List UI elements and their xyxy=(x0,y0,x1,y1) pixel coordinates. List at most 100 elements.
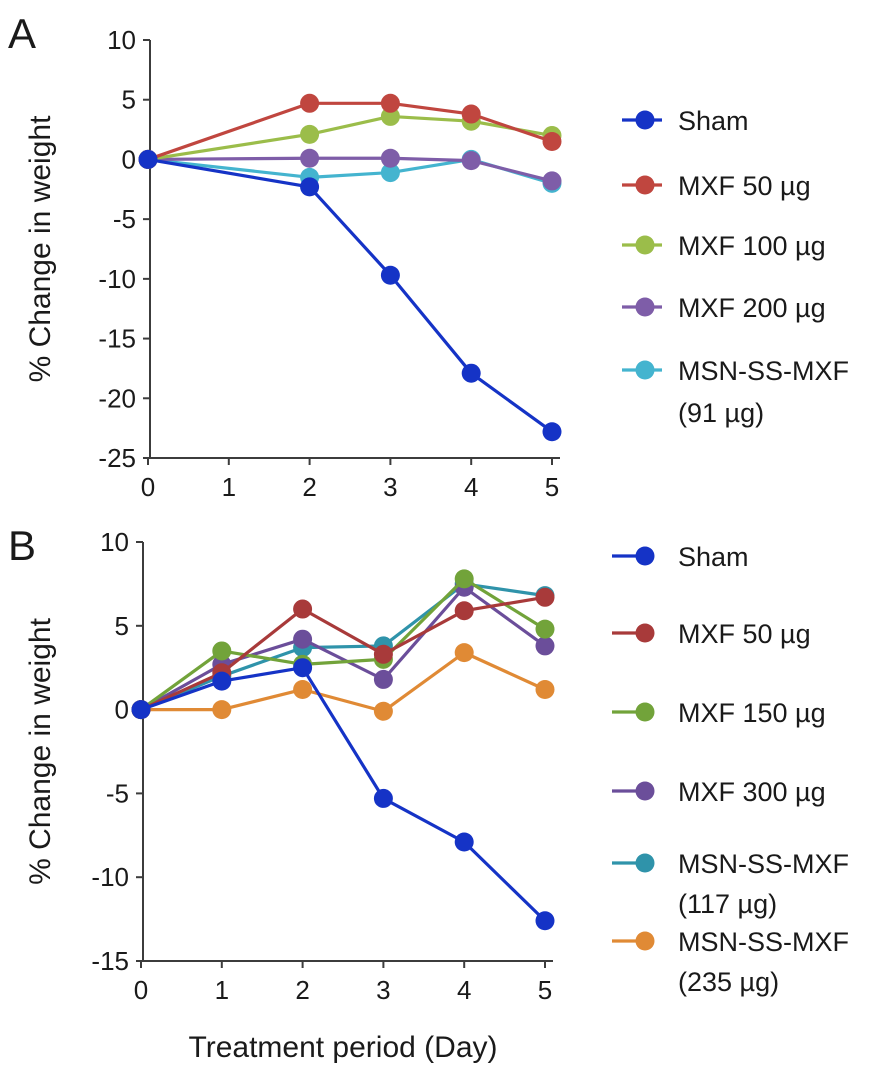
x-tick-label: 3 xyxy=(383,472,397,502)
legend-label: MXF 200 µg xyxy=(678,293,826,323)
y-tick-label: -15 xyxy=(91,946,129,976)
series-mxf-150-g xyxy=(131,569,555,720)
legend-entry-mxf-200-g: MXF 200 µg xyxy=(622,293,826,323)
data-point xyxy=(542,422,562,442)
y-tick-label: -5 xyxy=(113,204,136,234)
legend-marker xyxy=(635,931,655,951)
series-line xyxy=(141,651,546,713)
y-tick-label: 10 xyxy=(107,25,136,55)
y-tick-label: -25 xyxy=(98,443,136,473)
legend-entry-msn-ss-mxf-117-g: MSN-SS-MXF (117 µg) xyxy=(612,849,849,919)
legend-entry-mxf-150-g: MXF 150 µg xyxy=(612,698,826,728)
panel-letter: B xyxy=(8,522,36,569)
data-point xyxy=(535,619,555,639)
legend-label: MSN-SS-MXF xyxy=(678,356,849,386)
legend-label: (117 µg) xyxy=(678,889,777,919)
data-point xyxy=(212,671,232,691)
series-line xyxy=(147,157,553,185)
data-point xyxy=(212,641,232,661)
data-point xyxy=(380,93,400,113)
data-point xyxy=(373,669,393,689)
series-line xyxy=(147,157,553,434)
series-sham xyxy=(131,658,555,931)
y-tick-label: -5 xyxy=(106,778,129,808)
data-point xyxy=(535,679,555,699)
legend-marker xyxy=(635,235,655,255)
y-tick-label: 0 xyxy=(122,144,136,174)
legend-label: (235 µg) xyxy=(678,967,779,997)
series-line xyxy=(140,666,547,922)
legend-label: Sham xyxy=(678,542,749,572)
series-line xyxy=(140,577,546,711)
x-tick-label: 1 xyxy=(222,472,236,502)
x-axis-title: Treatment period (Day) xyxy=(189,1031,498,1064)
x-tick-label: 2 xyxy=(295,975,309,1005)
legend-entry-mxf-100-g: MXF 100 µg xyxy=(622,231,826,261)
x-tick-label: 1 xyxy=(215,975,229,1005)
data-point xyxy=(138,149,158,169)
x-tick-label: 2 xyxy=(302,472,316,502)
y-tick-label: -20 xyxy=(98,383,136,413)
series-sham xyxy=(138,149,562,442)
data-point xyxy=(535,636,555,656)
data-point xyxy=(293,679,313,699)
x-tick-label: 0 xyxy=(134,975,148,1005)
legend-entry-sham: Sham xyxy=(622,106,749,136)
legend-marker xyxy=(635,546,655,566)
legend-entry-mxf-300-g: MXF 300 µg xyxy=(612,777,826,807)
data-point xyxy=(380,106,400,126)
data-point xyxy=(300,177,320,197)
legend-label: MSN-SS-MXF xyxy=(678,927,849,957)
legend-marker xyxy=(635,110,655,130)
data-point xyxy=(373,644,393,664)
legend-label: MSN-SS-MXF xyxy=(678,849,849,879)
data-point xyxy=(461,363,481,383)
data-point xyxy=(293,658,313,678)
x-tick-label: 3 xyxy=(376,975,390,1005)
data-point xyxy=(373,788,393,808)
x-tick-label: 4 xyxy=(457,975,471,1005)
data-point xyxy=(454,601,474,621)
data-point xyxy=(300,148,320,168)
data-point xyxy=(293,599,313,619)
y-tick-label: -10 xyxy=(98,264,136,294)
legend-label: MXF 50 µg xyxy=(678,171,811,201)
legend-entry-msn-ss-mxf-235-g: MSN-SS-MXF (235 µg) xyxy=(612,927,849,997)
y-tick-label: -10 xyxy=(91,862,129,892)
data-point xyxy=(380,265,400,285)
data-point xyxy=(542,132,562,152)
data-point xyxy=(380,163,400,183)
data-point xyxy=(535,911,555,931)
y-axis-title: % Change in weight xyxy=(24,617,57,885)
data-point xyxy=(131,700,151,720)
data-point xyxy=(454,569,474,589)
data-point xyxy=(293,629,313,649)
legend-entry-msn-ss-mxf-91-g: MSN-SS-MXF (91 µg) xyxy=(622,356,849,428)
legend-marker xyxy=(635,297,655,317)
legend-label: (91 µg) xyxy=(678,398,764,428)
data-point xyxy=(454,832,474,852)
x-tick-label: 0 xyxy=(141,472,155,502)
legend-marker xyxy=(635,360,655,380)
y-tick-label: 5 xyxy=(115,611,129,641)
data-point xyxy=(300,124,320,144)
legend-label: MXF 300 µg xyxy=(678,777,826,807)
x-tick-label: 5 xyxy=(545,472,559,502)
series-msn-ss-mxf-235-g xyxy=(131,643,555,721)
legend-marker xyxy=(635,175,655,195)
x-tick-label: 4 xyxy=(464,472,478,502)
series-line xyxy=(140,595,546,712)
y-tick-label: 0 xyxy=(115,695,129,725)
legend-marker xyxy=(635,623,655,643)
legend-label: Sham xyxy=(678,106,749,136)
y-tick-label: -15 xyxy=(98,324,136,354)
legend-marker xyxy=(635,702,655,722)
series-msn-ss-mxf-91-g xyxy=(138,149,562,193)
data-point xyxy=(461,151,481,171)
legend-marker xyxy=(635,853,655,873)
data-point xyxy=(300,93,320,113)
